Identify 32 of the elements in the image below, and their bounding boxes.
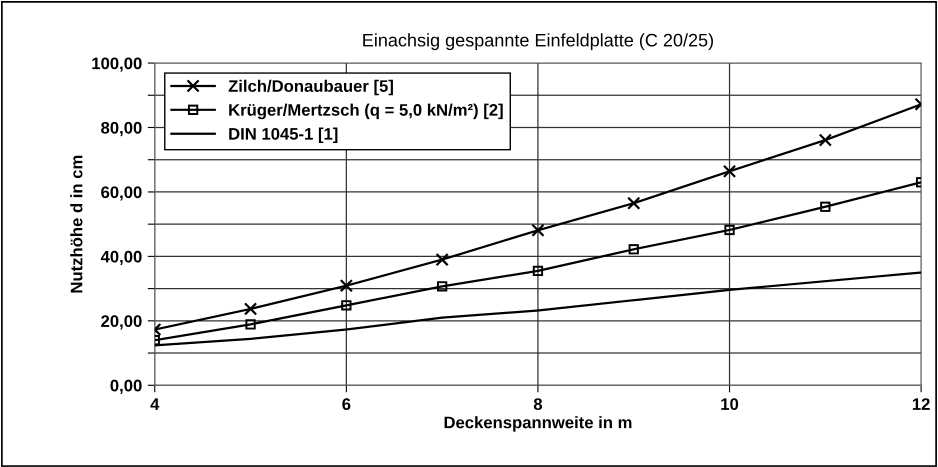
y-tick-label: 60,00 [101, 186, 142, 201]
point [820, 202, 830, 212]
point [818, 133, 832, 147]
point [244, 302, 258, 316]
y-tick-label: 100,00 [92, 57, 142, 72]
point [531, 224, 545, 237]
point [628, 244, 639, 254]
legend-label: Krüger/Mertzsch (q = 5,0 kN/m²) [2] [229, 104, 503, 120]
x-tick-label: 4 [150, 398, 160, 410]
point [627, 196, 640, 210]
x-tick-label: 10 [721, 398, 738, 410]
line-series [154, 271, 922, 346]
point [437, 281, 448, 292]
point [724, 224, 735, 236]
point [340, 279, 354, 292]
point [245, 319, 256, 330]
point [435, 252, 449, 266]
legend-label: DIN 1045-1 [1] [229, 128, 338, 144]
point [532, 266, 544, 276]
y-tick-label: 40,00 [100, 250, 142, 266]
chart-title: Einachsig gespannte Einfeldplatte (C 20/25) [363, 33, 713, 50]
point [341, 300, 352, 311]
y-tick-label: 80,00 [101, 122, 142, 136]
x-tick-label: 6 [342, 398, 350, 410]
y-tick-label: 0,00 [110, 380, 142, 394]
x-axis-title: Deckenspannweite in m [444, 416, 632, 432]
y-tick-label: 20,00 [101, 315, 142, 330]
y-axis-title: Nutzhöhe d in cm [70, 156, 82, 292]
legend-label: Zilch/Donaubauer [5] [228, 80, 393, 96]
x-tick-label: 12 [912, 398, 930, 410]
x-tick-label: 8 [534, 398, 542, 410]
point [722, 164, 736, 178]
